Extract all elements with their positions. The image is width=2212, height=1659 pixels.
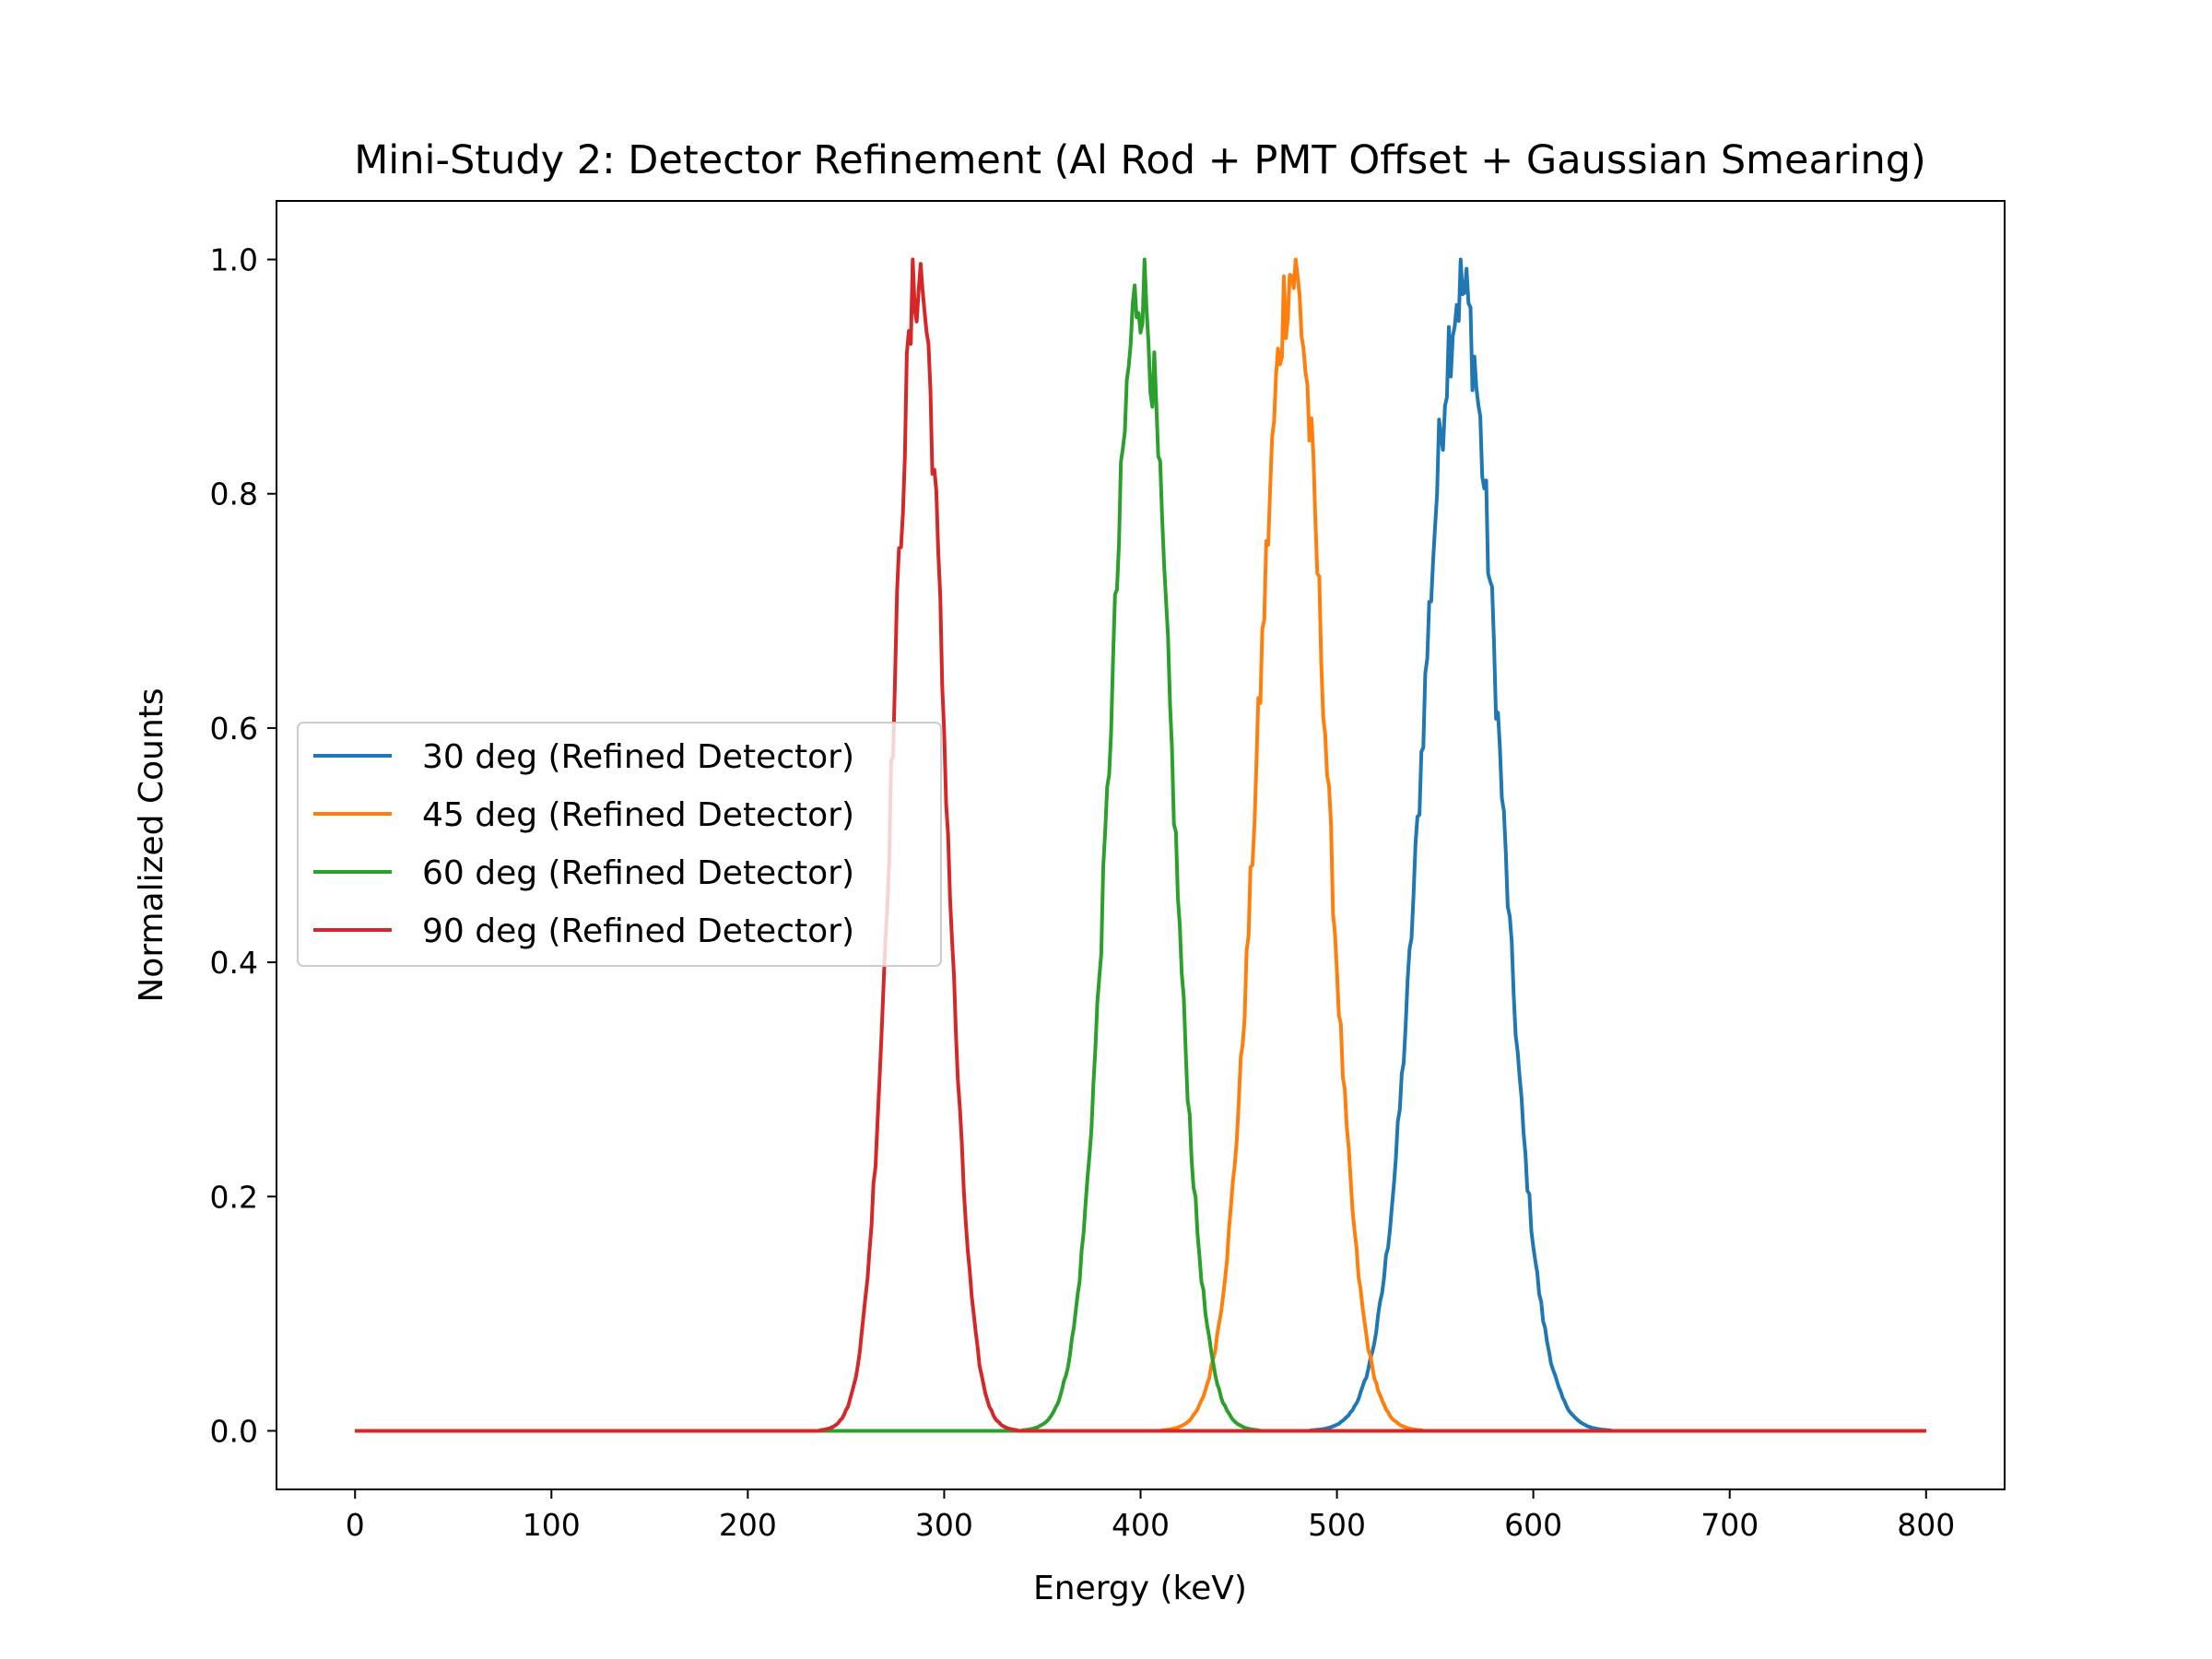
legend-label-2: 45 deg (Refined Detector): [422, 796, 854, 834]
x-axis-title: Energy (keV): [1033, 1570, 1247, 1607]
x-tick-label: 700: [1700, 1507, 1759, 1543]
x-tick-label: 100: [523, 1507, 581, 1543]
x-tick-label: 400: [1112, 1507, 1170, 1543]
y-tick-label: 0.6: [210, 711, 258, 747]
x-tick-label: 800: [1897, 1507, 1955, 1543]
y-tick-label: 1.0: [210, 242, 258, 278]
legend-label-4: 90 deg (Refined Detector): [422, 912, 854, 950]
x-tick-label: 600: [1504, 1507, 1562, 1543]
y-tick-label: 0.0: [210, 1413, 258, 1449]
legend-label-1: 30 deg (Refined Detector): [422, 738, 854, 776]
legend: 30 deg (Refined Detector) 45 deg (Refined…: [297, 722, 942, 967]
y-tick-label: 0.8: [210, 477, 258, 512]
legend-box: [297, 722, 942, 967]
x-tick-label: 300: [915, 1507, 973, 1543]
x-tick-label: 0: [346, 1507, 365, 1543]
x-tick-label: 200: [719, 1507, 777, 1543]
y-axis-title: Normalized Counts: [133, 688, 171, 1002]
x-tick-label: 500: [1308, 1507, 1366, 1543]
legend-label-3: 60 deg (Refined Detector): [422, 854, 854, 892]
chart-title: Mini-Study 2: Detector Refinement (Al Ro…: [354, 137, 1926, 183]
series-lines: [355, 257, 1926, 1433]
y-tick-label: 0.2: [210, 1179, 258, 1215]
y-axis-ticks: 0.0 0.2 0.4 0.6 0.8 1.0: [210, 242, 276, 1449]
x-axis-ticks: 0 100 200 300 400 500 600 700 800: [346, 1489, 1955, 1543]
series-line-4: [355, 257, 1926, 1433]
y-tick-label: 0.4: [210, 945, 258, 981]
